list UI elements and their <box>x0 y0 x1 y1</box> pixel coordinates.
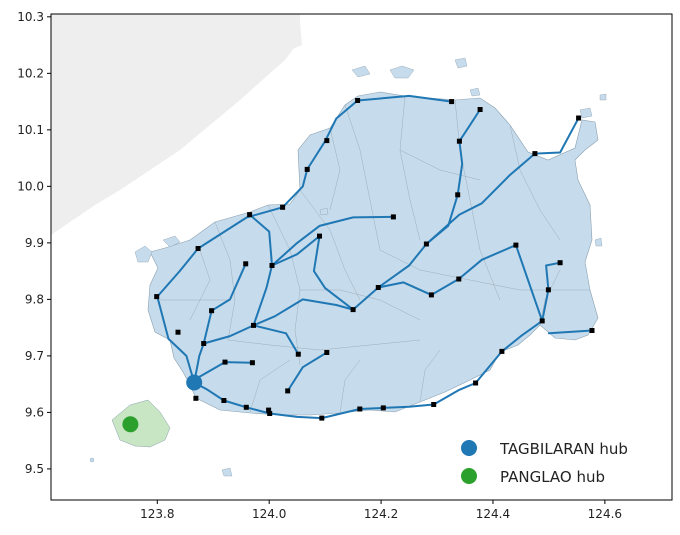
y-tick-label: 10.2 <box>17 66 44 80</box>
route-node <box>449 99 455 105</box>
route-node <box>280 204 286 210</box>
x-tick-label: 124.0 <box>252 507 286 521</box>
route-node <box>456 138 462 144</box>
route-node <box>295 351 301 357</box>
route-node <box>249 360 255 366</box>
route-node <box>209 308 215 314</box>
route-node <box>557 260 563 266</box>
legend: TAGBILARAN hub PANGLAO hub <box>461 440 628 486</box>
y-tick-label: 10.3 <box>17 10 44 24</box>
panglao-island <box>111 399 171 448</box>
route-line <box>252 298 355 327</box>
y-tick-label: 9.8 <box>25 292 44 306</box>
legend-marker-panglao <box>461 468 477 484</box>
hubs-layer <box>122 374 203 433</box>
route-node <box>195 246 201 251</box>
route-node <box>221 398 227 403</box>
route-line <box>248 213 273 267</box>
route-node <box>455 192 461 198</box>
route-node <box>269 263 275 268</box>
route-node <box>201 341 207 346</box>
municipal-boundaries <box>160 95 590 414</box>
axes-frame <box>50 13 673 501</box>
route-node <box>267 411 273 416</box>
route-node <box>456 276 462 282</box>
route-node <box>576 115 582 121</box>
x-tick-label: 124.4 <box>476 507 510 521</box>
route-node <box>513 242 519 248</box>
route-node <box>285 388 291 394</box>
route-node <box>431 402 437 407</box>
route-node <box>589 328 595 333</box>
route-node <box>423 241 429 247</box>
nodes-layer <box>154 98 595 421</box>
route-node <box>324 138 330 144</box>
route-node <box>247 212 253 218</box>
route-node <box>317 233 322 239</box>
route-node <box>428 292 434 298</box>
y-tick-label: 10.0 <box>17 179 44 193</box>
x-tick-label: 124.2 <box>364 507 398 521</box>
route-node <box>499 348 505 354</box>
route-node <box>154 294 160 300</box>
panglao-hub-marker <box>122 416 139 433</box>
background-islet <box>283 22 302 50</box>
route-node <box>193 395 199 401</box>
legend-marker-tagbilaran <box>461 440 477 456</box>
route-node <box>243 261 249 267</box>
route-node <box>477 107 483 112</box>
route-line <box>425 117 580 245</box>
route-node <box>304 166 310 172</box>
legend-label-tagbilaran: TAGBILARAN hub <box>499 440 628 458</box>
islet-dot <box>89 457 95 463</box>
x-tick-label: 124.6 <box>588 507 622 521</box>
y-tick-label: 10.1 <box>17 123 44 137</box>
route-node <box>355 98 361 103</box>
route-node <box>357 406 363 412</box>
route-node <box>350 307 356 313</box>
route-node <box>380 405 386 411</box>
route-node <box>473 380 479 386</box>
tagbilaran-hub-marker <box>186 374 203 391</box>
route-node <box>251 322 256 328</box>
route-node <box>532 151 538 157</box>
route-node <box>243 404 249 410</box>
background-land <box>51 14 300 235</box>
legend-label-panglao: PANGLAO hub <box>500 468 605 486</box>
route-node <box>324 350 330 355</box>
route-node <box>375 285 381 290</box>
route-line <box>286 351 328 392</box>
route-node <box>390 214 396 220</box>
route-node <box>319 415 325 421</box>
route-node <box>545 287 551 293</box>
route-node <box>539 318 545 324</box>
islets <box>134 57 607 477</box>
x-tick-label: 123.8 <box>140 507 174 521</box>
y-tick-label: 9.7 <box>25 349 44 363</box>
route-line <box>547 329 593 335</box>
route-line <box>193 262 247 384</box>
y-axis: 9.5 9.6 9.7 9.8 9.9 10.0 10.1 10.2 10.3 <box>17 10 51 476</box>
y-tick-label: 9.6 <box>25 405 44 419</box>
route-node <box>266 407 272 413</box>
y-tick-label: 9.5 <box>25 462 44 476</box>
route-line <box>271 215 395 267</box>
route-node <box>175 329 181 335</box>
route-node <box>222 359 228 365</box>
y-tick-label: 9.9 <box>25 236 44 250</box>
x-axis: 123.8 124.0 124.2 124.4 124.6 <box>140 500 622 521</box>
